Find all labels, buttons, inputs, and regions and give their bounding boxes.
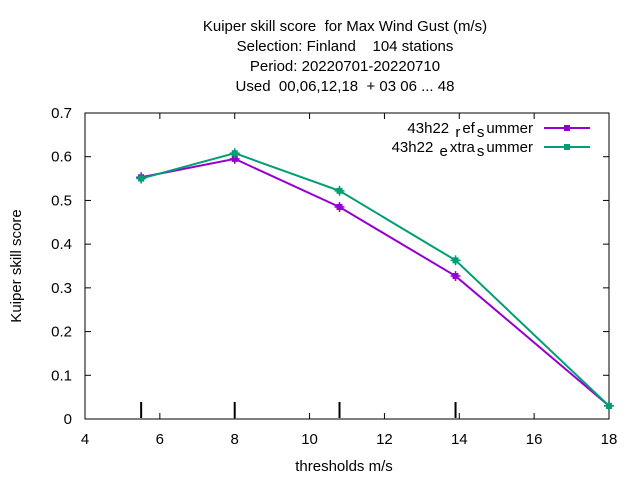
title-line-4: Used 00,06,12,18 + 03 06 ... 48 (235, 78, 455, 95)
y-tick-label: 0.3 (51, 280, 72, 297)
legend-label-part: 43h22 (392, 139, 438, 156)
legend-label-part: s (477, 143, 485, 160)
legend-label-part: e (439, 143, 447, 160)
title-line-1: Kuiper skill score for Max Wind Gust (m/… (202, 18, 488, 35)
y-tick-label: 0.7 (51, 105, 72, 122)
title-line-2: Selection: Finland 104 stations (236, 38, 454, 55)
legend-marker (564, 144, 570, 150)
x-tick-label: 14 (451, 431, 468, 448)
legend-label: 43h22 e xtra s ummer (392, 139, 533, 160)
series-lines (136, 148, 614, 411)
y-axis-label: Kuiper skill score (8, 209, 25, 322)
legend-label-part: s (477, 124, 485, 141)
series-line (140, 157, 610, 407)
x-tick-label: 12 (376, 431, 393, 448)
x-tick-label: 8 (231, 431, 239, 448)
x-tick-label: 18 (601, 431, 618, 448)
legend-marker (564, 125, 570, 131)
series-line (140, 152, 610, 407)
y-tick-label: 0.1 (51, 367, 72, 384)
y-tick-label: 0.2 (51, 324, 72, 341)
title-line-3: Period: 20220701-20220710 (249, 58, 441, 75)
x-tick-label: 10 (301, 431, 318, 448)
chart-title: Kuiper skill score for Max Wind Gust (m/… (0, 17, 640, 97)
plot-frame (84, 112, 610, 420)
y-tick-label: 0 (64, 411, 72, 428)
x-tick-label: 16 (526, 431, 543, 448)
legend-label: 43h22 r ef s ummer (407, 120, 533, 141)
legend-label-part: ef (462, 120, 475, 137)
y-tick-label: 0.6 (51, 149, 72, 166)
y-tick-label: 0.4 (51, 236, 72, 253)
legend-label-part: 43h22 (407, 120, 453, 137)
legend-label-part: xtra (450, 139, 476, 156)
y-tick-label: 0.5 (51, 192, 72, 209)
legend-label-part: ummer (486, 139, 533, 156)
x-axis-label: thresholds m/s (295, 458, 393, 475)
legend-label-part: ummer (486, 120, 533, 137)
x-tick-label: 6 (156, 431, 164, 448)
legend-label-part: r (455, 124, 460, 141)
threshold-marks (140, 402, 457, 418)
x-tick-label: 4 (81, 431, 89, 448)
axis-ticks: 4 6 8 10 12 14 16 18 0 0.1 0.2 0.3 0.4 0.5 0.6 0.7 (51, 105, 617, 448)
